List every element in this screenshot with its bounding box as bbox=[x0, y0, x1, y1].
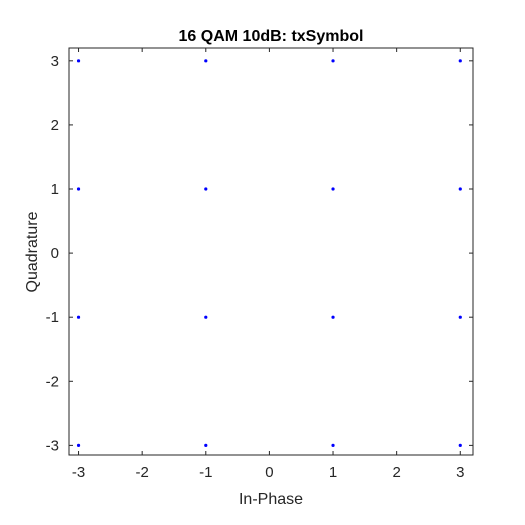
x-ticks: -3 -2 -1 0 1 2 3 bbox=[72, 48, 464, 481]
data-point bbox=[331, 443, 335, 447]
data-point bbox=[331, 315, 335, 319]
data-point bbox=[204, 187, 208, 191]
y-tick-label: 3 bbox=[51, 53, 59, 70]
y-tick-label: 1 bbox=[51, 181, 59, 198]
y-tick-label: 2 bbox=[51, 117, 59, 134]
y-ticks: -3 -2 -1 0 1 2 3 bbox=[46, 53, 473, 454]
data-point bbox=[331, 59, 335, 63]
data-point bbox=[331, 187, 335, 191]
y-tick-label: -1 bbox=[46, 309, 59, 326]
y-axis-label: Quadrature bbox=[24, 211, 41, 292]
data-point bbox=[458, 315, 462, 319]
data-point bbox=[76, 443, 81, 447]
y-tick-label: -3 bbox=[46, 437, 59, 454]
data-point bbox=[76, 59, 81, 63]
x-tick-label: 1 bbox=[329, 464, 337, 481]
y-tick-label: 0 bbox=[51, 245, 59, 262]
x-tick-label: -2 bbox=[135, 464, 148, 481]
x-tick-label: -1 bbox=[199, 464, 212, 481]
chart-title: 16 QAM 10dB: txSymbol bbox=[179, 28, 364, 45]
plot-area bbox=[68, 47, 474, 456]
x-tick-label: -3 bbox=[72, 464, 85, 481]
data-point bbox=[204, 443, 208, 447]
data-point bbox=[204, 59, 208, 63]
data-point bbox=[76, 315, 81, 319]
x-axis-label: In-Phase bbox=[239, 491, 303, 508]
data-point bbox=[458, 443, 462, 447]
data-points bbox=[76, 59, 462, 447]
x-tick-label: 3 bbox=[456, 464, 464, 481]
data-point bbox=[458, 59, 462, 63]
x-tick-label: 2 bbox=[392, 464, 400, 481]
data-point bbox=[204, 315, 208, 319]
y-tick-label: -2 bbox=[46, 373, 59, 390]
data-point bbox=[76, 187, 81, 191]
x-tick-label: 0 bbox=[265, 464, 273, 481]
data-point bbox=[458, 187, 462, 191]
